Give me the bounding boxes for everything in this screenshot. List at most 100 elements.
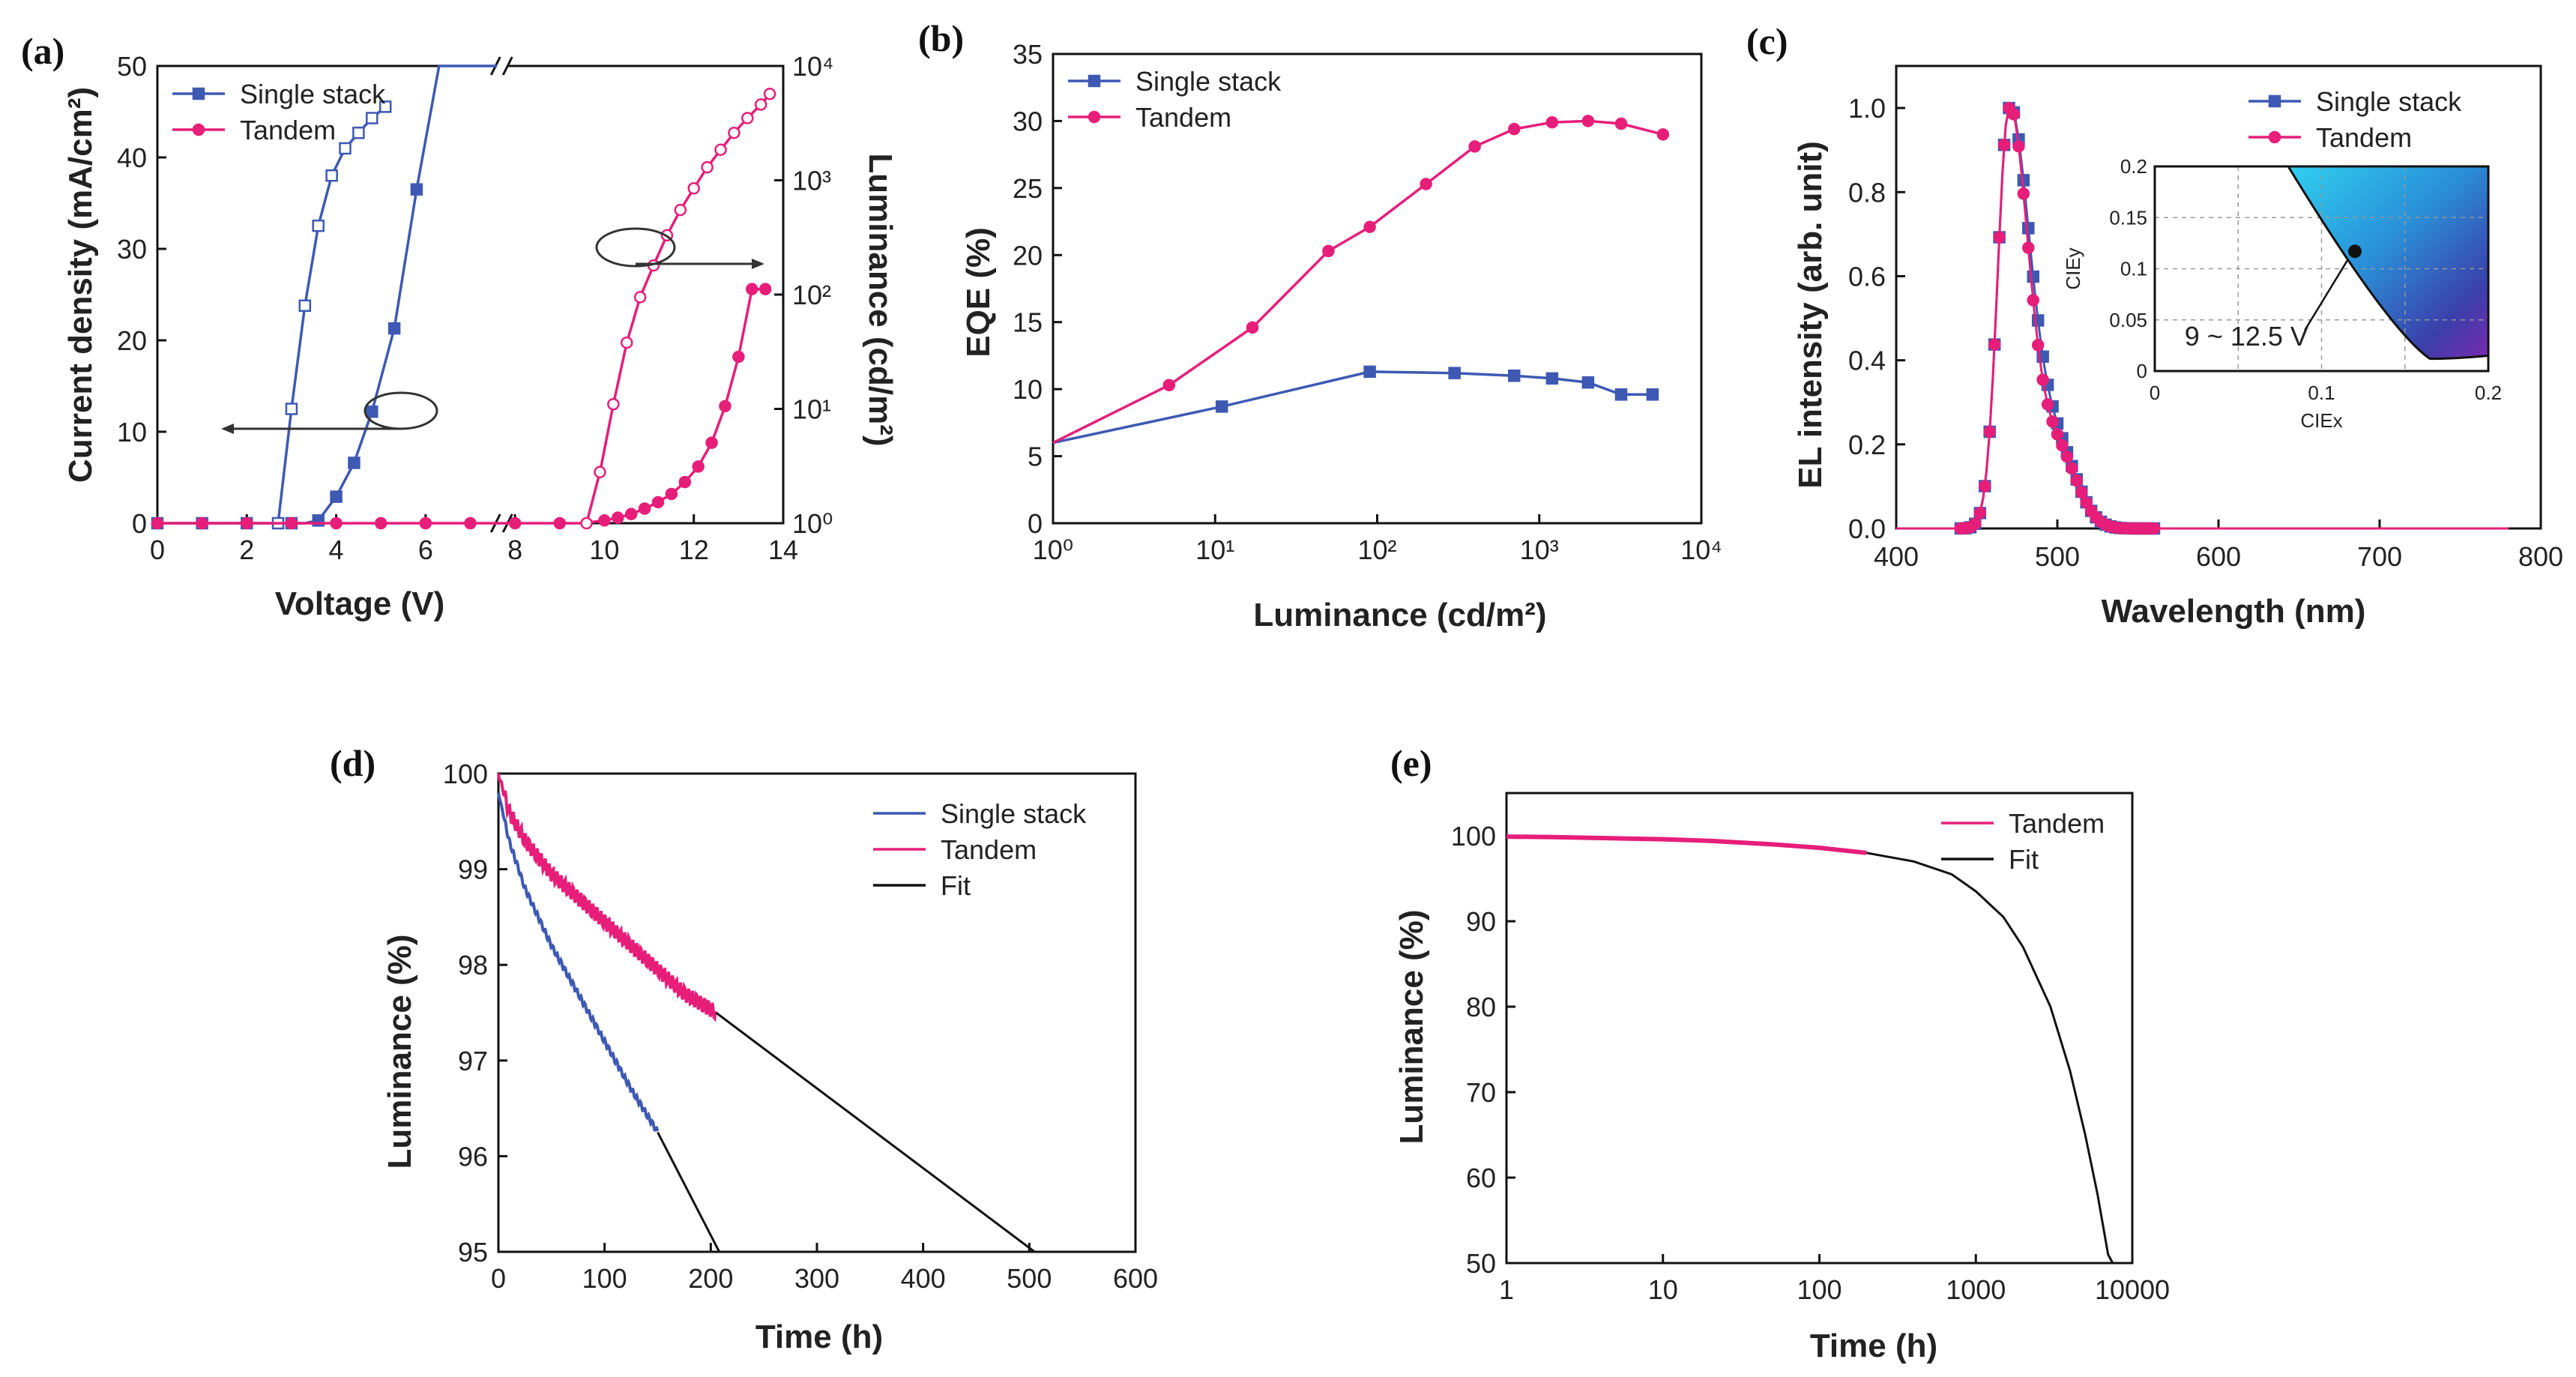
panel-c-point: [2017, 187, 2030, 200]
legend-label-single: Single stack: [240, 79, 386, 109]
panel-a-label: (a): [21, 30, 64, 72]
panel-c-point: [2036, 373, 2049, 386]
panel-d-xtick-label: 600: [1113, 1263, 1158, 1294]
panel-a-xlabel: Voltage (V): [275, 585, 445, 622]
panel-a-point: [151, 516, 164, 530]
panel-d-ytick-label: 100: [443, 759, 488, 789]
panel-c-point: [2066, 462, 2078, 475]
panel-a-point: [330, 516, 343, 530]
panel-a-point: [330, 490, 343, 503]
panel-a-point: [612, 511, 624, 524]
panel-c-xtick-label: 500: [2035, 541, 2080, 572]
panel-e-xlabel: Time (h): [1810, 1328, 1937, 1364]
panel-c-ytick-label: 0.2: [1848, 430, 1886, 460]
panel-e-ytick-label: 60: [1466, 1163, 1496, 1193]
panel-a-ytick-label: 40: [117, 142, 147, 173]
panel-a-point: [621, 336, 633, 349]
panel-d-xtick-label: 0: [491, 1263, 506, 1294]
panel-b-ylabel: EQE (%): [960, 227, 997, 358]
panel-e-series-1: [1866, 852, 2114, 1264]
panel-a-point: [285, 403, 298, 415]
panel-b-point: [1246, 321, 1259, 334]
panel-a-annotation-arrowhead: [221, 424, 234, 434]
panel-a-point: [763, 87, 776, 100]
panel-e-xtick-label: 100: [1797, 1274, 1841, 1305]
panel-a-point: [728, 126, 740, 139]
panel-a-point: [298, 299, 312, 313]
panel-a-ylabel: Current density (mA/cm²): [62, 87, 99, 483]
panel-b-ytick-label: 35: [1013, 39, 1043, 70]
panel-a-point: [410, 183, 423, 196]
panel-c-point: [2022, 222, 2035, 235]
panel-c-point: [1988, 338, 2001, 351]
panel-a-point: [598, 514, 611, 527]
panel-d-ytick-label: 95: [458, 1237, 488, 1268]
panel-b-point: [1614, 117, 1628, 130]
legend-marker-tandem: [192, 123, 205, 136]
panel-b-plot: 10⁰ 10¹ 10² 10³ 10⁴ 0 5 10 15 20 25 30 35 Single stac…: [1013, 39, 1722, 565]
panel-b-point: [1363, 220, 1376, 233]
panel-b-point: [1448, 367, 1461, 379]
panel-e-ytick-label: 70: [1466, 1077, 1496, 1108]
panel-e-series-0: [1506, 834, 1867, 855]
legend-label-fit: Fit: [941, 870, 971, 901]
panel-a-point: [741, 112, 754, 124]
panel-e-xtick-label: 10000: [2095, 1274, 2170, 1305]
panel-d-series-0: [497, 792, 660, 1132]
panel-c-inset-locus: [2287, 166, 2489, 361]
panel-b-point: [1215, 400, 1228, 413]
panel-c-inset-frame: [2153, 165, 2490, 373]
panel-b-ytick-label: 0: [1028, 508, 1043, 539]
panel-a-ytick-label: 50: [117, 51, 147, 82]
panel-c-inset-annotation: 9 ~ 12.5 V: [2185, 321, 2308, 352]
panel-c-inset-gamut: [2288, 166, 2488, 359]
panel-b-label: (b): [918, 17, 964, 59]
panel-b-point: [1614, 388, 1628, 401]
panel-c-inset-xtick-label: 0.1: [2308, 382, 2335, 404]
panel-b-point: [1322, 244, 1335, 258]
panel-c-xtick-label: 400: [1874, 541, 1919, 572]
panel-a-xtick-label: 14: [768, 534, 798, 565]
panel-a-point: [464, 516, 477, 530]
panel-b-point: [1508, 370, 1521, 382]
panel-a-point: [196, 516, 208, 530]
panel-d-xtick-label: 100: [582, 1263, 627, 1294]
panel-a-point: [553, 516, 567, 530]
panel-a-y2tick-label: 10³: [792, 166, 831, 196]
panel-c-inset-ytick-label: 0.2: [2120, 155, 2147, 178]
panel-a-annotation-circle: [595, 227, 676, 268]
panel-a-point: [580, 516, 593, 530]
panel-a-point: [754, 98, 767, 111]
panel-b-xtick-label: 10²: [1357, 534, 1396, 565]
panel-c-label: (c): [1746, 20, 1788, 62]
legend-marker-tandem: [1088, 110, 1101, 124]
panel-b-point: [1581, 115, 1595, 127]
legend-label-tandem: Tandem: [2316, 122, 2412, 153]
panel-c-inset-ytick-label: 0.05: [2109, 309, 2147, 331]
panel-b-xtick-label: 10¹: [1195, 534, 1234, 565]
panel-a-point: [719, 400, 732, 413]
panel-c-point: [2027, 294, 2039, 307]
panel-a-break-mark-top: [501, 56, 513, 76]
panel-b-ytick-label: 25: [1013, 173, 1043, 204]
panel-a-point: [692, 460, 705, 473]
legend-label-single: Single stack: [2316, 86, 2462, 117]
panel-a-xtick-label: 4: [329, 534, 344, 565]
panel-e-xtick-label: 1000: [1946, 1274, 2006, 1305]
panel-a-point: [366, 405, 378, 418]
panel-d-ytick-label: 98: [458, 950, 488, 980]
panel-b-point: [1162, 379, 1176, 392]
panel-a-y2tick-label: 10⁰: [792, 508, 833, 539]
panel-c-point: [2046, 415, 2059, 428]
panel-a-point: [678, 475, 692, 489]
panel-d-xtick-label: 400: [901, 1263, 946, 1294]
panel-a-annotation-arrowhead: [752, 259, 764, 269]
panel-b-xtick-label: 10⁴: [1680, 534, 1722, 565]
legend-label-tandem: Tandem: [2009, 808, 2105, 839]
panel-c-plot: 400 500 600 700 800 0.0 0.2 0.4 0.6 0.8 1.0 Single …: [1848, 64, 2563, 572]
panel-b: (b) Luminance (cd/m²) EQE (%) 10⁰ 10¹ 10² 1…: [918, 17, 1722, 633]
panel-a-y2tick-label: 10¹: [792, 394, 831, 425]
panel-c-ytick-label: 0.4: [1848, 346, 1886, 376]
panel-a-point: [624, 507, 638, 521]
panel-c-point: [1969, 517, 1982, 531]
